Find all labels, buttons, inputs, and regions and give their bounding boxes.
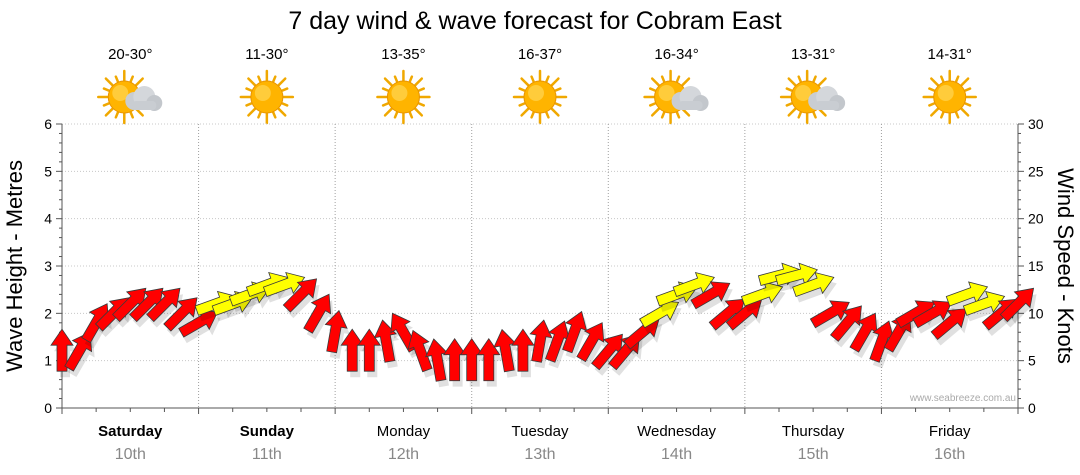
wind-arrow: [708, 298, 746, 331]
wind-arrow: [792, 271, 835, 297]
day-labels: Saturday 10th Sunday 11th Monday 12th Tuesday 1…: [98, 423, 971, 463]
axes: 0 1 2 3 4 5 6 0 5 10 15 20 25 30: [44, 116, 1044, 416]
day-label: Sunday: [240, 423, 295, 440]
wind-arrow: [442, 337, 467, 382]
tick-label-left: 3: [44, 258, 52, 274]
tick-label-left: 6: [44, 116, 52, 132]
wind-arrow: [830, 305, 862, 342]
wind-arrow: [129, 287, 164, 323]
tick-label-right: 0: [1028, 400, 1036, 416]
wind-arrow: [262, 271, 306, 297]
watermark: www.seabreeze.com.au: [909, 393, 1016, 404]
temperature-labels: 20-30° 11-30° 13-35° 16-37° 16-34° 13-31° 14-3…: [108, 46, 972, 63]
temperature-label: 13-35°: [381, 46, 425, 63]
wind-arrow: [774, 262, 819, 286]
date-label: 14th: [661, 446, 692, 463]
date-label: 13th: [524, 446, 555, 463]
wind-arrow: [459, 337, 484, 382]
chart-title: 7 day wind & wave forecast for Cobram Ea…: [288, 7, 781, 35]
tick-label-left: 0: [44, 400, 52, 416]
tick-label-right: 30: [1028, 116, 1044, 132]
sun-icon: [239, 69, 295, 125]
y-axis-label-right: Wind Speed - Knots: [1053, 168, 1078, 364]
sun-cloud-icon: [643, 69, 709, 125]
y-axis-label-left: Wave Height - Metres: [2, 160, 27, 372]
wind-arrow: [849, 312, 878, 353]
tick-label-left: 2: [44, 305, 52, 321]
sun-icon: [512, 69, 568, 125]
wind-arrow: [324, 309, 348, 354]
wind-arrow: [425, 338, 449, 382]
tick-label-left: 4: [44, 211, 52, 227]
temperature-label: 16-34°: [654, 46, 698, 63]
temperature-label: 13-31°: [791, 46, 835, 63]
wind-arrows: [50, 262, 1037, 388]
tick-label-right: 15: [1028, 258, 1044, 274]
temperature-label: 14-31°: [928, 46, 972, 63]
day-label: Saturday: [98, 423, 163, 440]
date-label: 11th: [252, 446, 282, 463]
wind-arrow: [112, 287, 147, 323]
date-label: 16th: [934, 446, 965, 463]
temperature-label: 20-30°: [108, 46, 152, 63]
day-label: Monday: [377, 423, 431, 440]
tick-label-left: 5: [44, 163, 52, 179]
date-label: 12th: [388, 446, 419, 463]
day-label: Wednesday: [637, 423, 716, 440]
day-label: Friday: [929, 423, 971, 440]
wind-arrow: [303, 293, 332, 334]
wind-arrow: [576, 322, 605, 363]
wind-arrow: [930, 308, 968, 341]
wind-arrow: [672, 271, 715, 297]
wind-arrow: [869, 320, 895, 363]
tick-label-right: 25: [1028, 163, 1044, 179]
date-label: 10th: [115, 446, 146, 463]
tick-label-right: 10: [1028, 305, 1044, 321]
temperature-label: 16-37°: [518, 46, 562, 63]
wind-arrow: [493, 328, 517, 373]
wind-arrow: [562, 310, 588, 354]
day-label: Tuesday: [512, 423, 569, 440]
wind-arrow: [690, 281, 731, 310]
tick-label-left: 1: [44, 353, 52, 369]
wind-arrow: [999, 287, 1035, 323]
wind-arrow: [545, 320, 571, 363]
wind-arrow: [962, 290, 1006, 316]
sun-cloud-icon: [97, 69, 163, 125]
wind-arrow: [146, 287, 181, 323]
grid: [62, 123, 1018, 408]
sun-icon: [922, 69, 977, 125]
date-label: 15th: [798, 446, 829, 463]
sun-icon: [376, 69, 431, 125]
wind-arrow: [282, 278, 318, 313]
wind-arrow: [529, 319, 553, 363]
temperature-label: 11-30°: [245, 46, 288, 63]
day-label: Thursday: [782, 423, 845, 440]
wind-arrow: [591, 333, 623, 371]
wind-arrow: [407, 329, 433, 373]
tick-label-right: 20: [1028, 211, 1044, 227]
wind-arrow: [945, 281, 989, 307]
wind-arrow: [511, 328, 535, 372]
sun-cloud-icon: [779, 69, 846, 125]
weather-icons: [97, 69, 977, 125]
wind-arrow: [340, 328, 364, 372]
tick-label-right: 5: [1028, 353, 1036, 369]
wind-arrow: [740, 281, 784, 307]
